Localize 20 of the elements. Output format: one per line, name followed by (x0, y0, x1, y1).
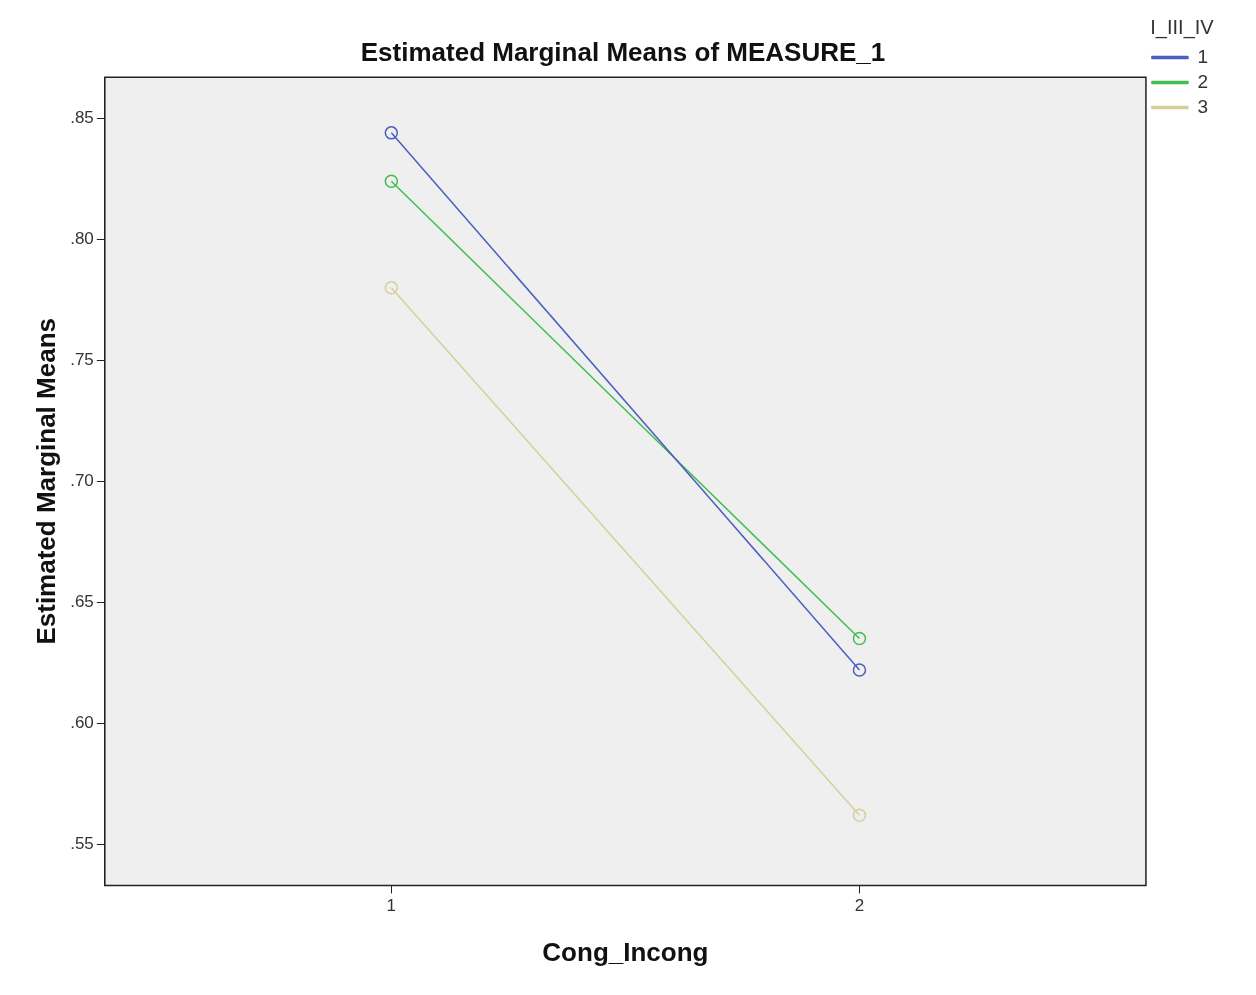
y-tick-label: .55 (70, 833, 94, 853)
y-tick-label: .75 (70, 350, 94, 369)
legend-label: 2 (1197, 70, 1209, 92)
y-tick-label: .65 (70, 591, 94, 611)
point (384, 126, 399, 140)
y-axis-title: Estimated Marginal Means (30, 318, 61, 645)
point (384, 280, 399, 295)
y-tick-label: .80 (70, 229, 94, 249)
point (384, 174, 399, 188)
y-tick-label: .60 (70, 712, 94, 732)
chart-title: Estimated Marginal Means of MEASURE_1 (360, 36, 886, 67)
legend-label: 1 (1197, 45, 1209, 67)
legend-title: I_III_IV (1150, 15, 1215, 39)
x-axis-title: Cong_Incong (542, 936, 709, 967)
y-tick-label: .70 (70, 470, 94, 490)
y-tick-label: .85 (70, 108, 94, 128)
legend-label: 3 (1197, 95, 1209, 117)
point (852, 808, 867, 822)
point (852, 663, 867, 677)
point (852, 631, 867, 646)
